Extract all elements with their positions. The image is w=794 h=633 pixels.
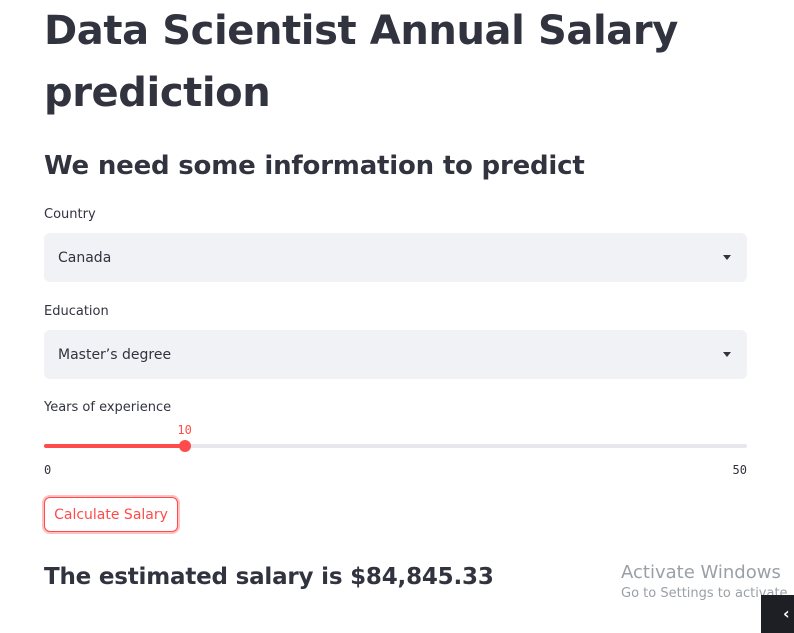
salary-result: The estimated salary is $84,845.33: [44, 564, 494, 590]
calculate-salary-button[interactable]: Calculate Salary: [44, 497, 178, 532]
slider-fill: [44, 444, 185, 448]
activate-windows-watermark: Activate Windows Go to Settings to activ…: [621, 562, 788, 604]
experience-slider[interactable]: 10 0 50: [44, 420, 747, 480]
slider-min-label: 0: [44, 463, 52, 477]
page-title: Data Scientist Annual Salary prediction: [44, 8, 678, 116]
slider-current-value: 10: [177, 423, 192, 437]
country-select-value: Canada: [58, 250, 112, 266]
education-label: Education: [44, 304, 109, 319]
country-select[interactable]: Canada: [44, 233, 747, 282]
slider-track[interactable]: [44, 444, 747, 448]
education-select[interactable]: Master’s degree: [44, 330, 747, 379]
watermark-title: Activate Windows: [621, 562, 781, 583]
page-subtitle: We need some information to predict: [44, 151, 585, 181]
chevron-left-icon: ‹: [783, 604, 790, 623]
chevron-down-icon: [723, 352, 731, 357]
experience-label: Years of experience: [44, 400, 172, 415]
collapse-tab[interactable]: ‹: [761, 595, 794, 633]
slider-max-label: 50: [732, 463, 747, 477]
education-select-value: Master’s degree: [58, 347, 172, 363]
country-label: Country: [44, 207, 96, 222]
chevron-down-icon: [723, 255, 731, 260]
watermark-subtitle: Go to Settings to activate: [621, 586, 788, 601]
slider-thumb[interactable]: [178, 440, 191, 452]
